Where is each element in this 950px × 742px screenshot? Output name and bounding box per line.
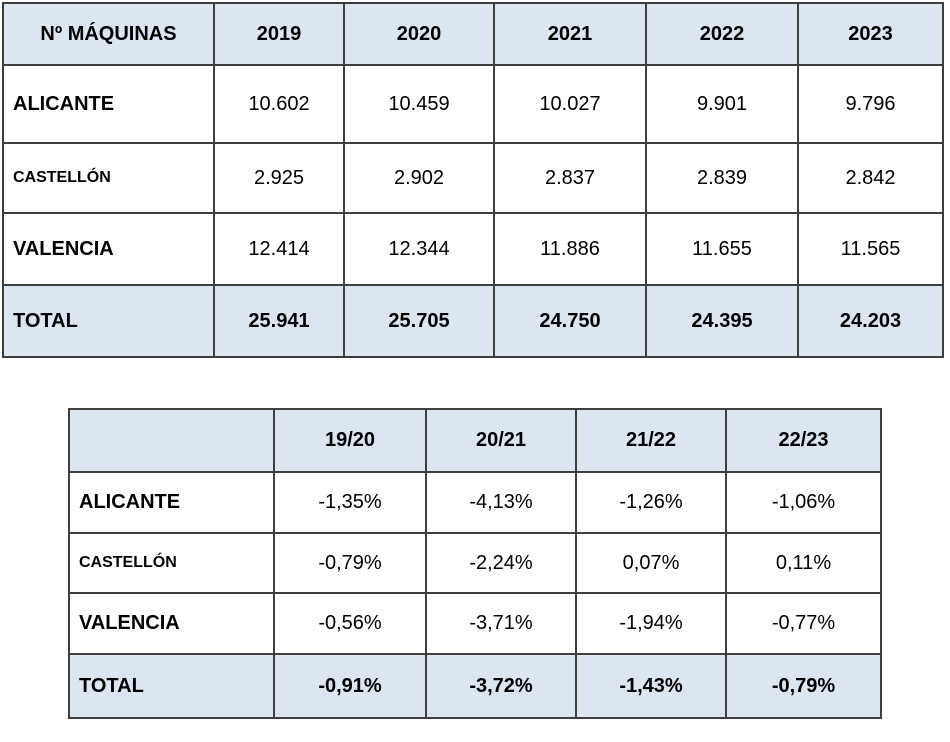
table-cell: 12.344	[343, 212, 495, 286]
table-cell: 12.414	[213, 212, 345, 286]
table-cell: 10.602	[213, 64, 345, 144]
table-title-cell: Nº MÁQUINAS	[2, 2, 215, 66]
row-label: VALENCIA	[2, 212, 215, 286]
table-cell: -2,24%	[425, 532, 577, 594]
table-cell: 0,07%	[575, 532, 727, 594]
row-label: ALICANTE	[2, 64, 215, 144]
period-header-22-23: 22/23	[725, 408, 882, 473]
table-cell: -1,94%	[575, 592, 727, 655]
year-header-2020: 2020	[343, 2, 495, 66]
table-row-alicante: ALICANTE 10.602 10.459 10.027 9.901 9.79…	[2, 64, 944, 144]
table-cell: -3,71%	[425, 592, 577, 655]
table-row-alicante: ALICANTE -1,35% -4,13% -1,26% -1,06%	[68, 471, 882, 534]
table-cell: 24.750	[493, 284, 647, 358]
table-cell: -1,26%	[575, 471, 727, 534]
period-header-20-21: 20/21	[425, 408, 577, 473]
table-cell: 10.027	[493, 64, 647, 144]
table-cell: 2.842	[797, 142, 944, 214]
row-label: CASTELLÓN	[68, 532, 275, 594]
year-header-2022: 2022	[645, 2, 799, 66]
year-header-2021: 2021	[493, 2, 647, 66]
year-header-2023: 2023	[797, 2, 944, 66]
row-label: TOTAL	[2, 284, 215, 358]
year-header-2019: 2019	[213, 2, 345, 66]
table-cell: -4,13%	[425, 471, 577, 534]
period-header-21-22: 21/22	[575, 408, 727, 473]
machines-per-year-table: Nº MÁQUINAS 2019 2020 2021 2022 2023 ALI…	[2, 2, 944, 358]
table-header-row: Nº MÁQUINAS 2019 2020 2021 2022 2023	[2, 2, 944, 66]
table-row-total: TOTAL -0,91% -3,72% -1,43% -0,79%	[68, 653, 882, 719]
row-label: ALICANTE	[68, 471, 275, 534]
table-cell: 25.941	[213, 284, 345, 358]
table-cell: 25.705	[343, 284, 495, 358]
table-cell: 10.459	[343, 64, 495, 144]
table-cell: 11.565	[797, 212, 944, 286]
table-cell: 24.203	[797, 284, 944, 358]
table-row-total: TOTAL 25.941 25.705 24.750 24.395 24.203	[2, 284, 944, 358]
table-cell: 2.925	[213, 142, 345, 214]
table-cell: -0,91%	[273, 653, 427, 719]
table-row-valencia: VALENCIA 12.414 12.344 11.886 11.655 11.…	[2, 212, 944, 286]
table-row-castellon: CASTELLÓN -0,79% -2,24% 0,07% 0,11%	[68, 532, 882, 594]
table-cell: 9.901	[645, 64, 799, 144]
table-row-castellon: CASTELLÓN 2.925 2.902 2.837 2.839 2.842	[2, 142, 944, 214]
table-cell: -1,35%	[273, 471, 427, 534]
period-header-19-20: 19/20	[273, 408, 427, 473]
table-cell: 11.655	[645, 212, 799, 286]
table-cell: -0,79%	[725, 653, 882, 719]
row-label: VALENCIA	[68, 592, 275, 655]
table-cell: -3,72%	[425, 653, 577, 719]
table-row-valencia: VALENCIA -0,56% -3,71% -1,94% -0,77%	[68, 592, 882, 655]
table-cell: 2.902	[343, 142, 495, 214]
table-cell: -0,56%	[273, 592, 427, 655]
table-cell: 11.886	[493, 212, 647, 286]
table-cell: 2.837	[493, 142, 647, 214]
empty-corner-cell	[68, 408, 275, 473]
table-cell: 2.839	[645, 142, 799, 214]
table-cell: -0,79%	[273, 532, 427, 594]
row-label: CASTELLÓN	[2, 142, 215, 214]
table-cell: 0,11%	[725, 532, 882, 594]
variation-percent-table: 19/20 20/21 21/22 22/23 ALICANTE -1,35% …	[68, 408, 882, 719]
table-cell: 24.395	[645, 284, 799, 358]
table-cell: -1,43%	[575, 653, 727, 719]
table-header-row: 19/20 20/21 21/22 22/23	[68, 408, 882, 473]
table-cell: 9.796	[797, 64, 944, 144]
row-label: TOTAL	[68, 653, 275, 719]
table-cell: -1,06%	[725, 471, 882, 534]
table-cell: -0,77%	[725, 592, 882, 655]
